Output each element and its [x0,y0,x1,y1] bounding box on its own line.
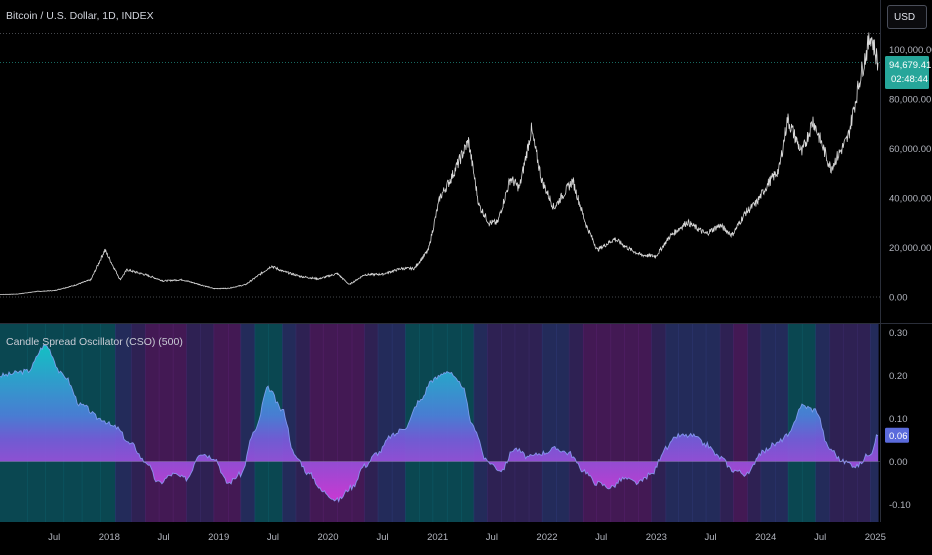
background-stripe [719,324,734,522]
oscillator-last-badge [885,427,909,443]
time-tick-label: 2020 [317,532,338,543]
background-stripe [568,324,584,522]
time-tick-label: 2021 [427,532,448,543]
background-stripe [747,324,762,522]
oscillator-tick-label: -0.10 [889,500,911,511]
oscillator-series [0,344,880,503]
background-stripe [623,324,639,522]
time-tick-label: 2018 [99,532,120,543]
background-stripe [172,324,187,522]
background-stripe [842,324,858,522]
background-stripe [733,324,748,522]
background-stripe [528,324,543,522]
price-tick-label: 60,000.00 [889,144,931,155]
background-stripe [651,324,667,522]
background-stripe [377,324,393,522]
price-axis: 0.00 20,000.00 40,000.00 60,000.00 80,000.00… [885,45,932,304]
price-tick-label: 0.00 [889,293,908,304]
countdown-label: 02:48:44 [891,74,928,85]
background-stripe [829,324,844,522]
background-stripe [665,324,679,522]
time-tick-label: Jul [704,532,716,543]
background-stripe [556,324,570,522]
background-stripe [870,324,879,522]
time-tick-label: Jul [486,532,498,543]
background-stripe [391,324,406,522]
background-stripe [760,324,776,522]
price-tick-label: 80,000.00 [889,95,931,106]
time-tick-label: Jul [814,532,826,543]
price-chart-title: Bitcoin / U.S. Dollar, 1D, INDEX [6,10,154,22]
background-stripe [282,324,297,522]
background-stripe [131,324,146,522]
price-tick-label: 100,000.00 [889,45,932,56]
time-tick-label: Jul [48,532,60,543]
background-stripe [158,324,174,522]
time-tick-label: 2025 [865,532,886,543]
background-stripe [638,324,652,522]
background-stripe [213,324,229,522]
oscillator-last-value: 0.06 [889,431,908,442]
background-stripe [115,324,132,522]
background-stripe [473,324,488,522]
currency-button[interactable]: USD [887,5,927,29]
background-stripe [774,324,789,522]
background-stripe [596,324,612,522]
time-tick-label: 2019 [208,532,229,543]
oscillator-line [0,344,879,503]
oscillator-tick-label: 0.00 [889,457,908,468]
price-line [0,32,879,296]
background-stripe [514,324,530,522]
last-price-badge [885,56,929,89]
time-tick-label: 2022 [536,532,557,543]
time-tick-label: Jul [157,532,169,543]
price-series [0,32,879,296]
background-stripe [309,324,324,522]
background-stripe [815,324,831,522]
oscillator-title: Candle Spread Oscillator (CSO) (500) [6,336,183,348]
background-stripe [692,324,707,522]
price-guide-lines [0,33,880,298]
background-stripe [487,324,502,522]
background-stripe [200,324,215,522]
background-stripe [705,324,721,522]
last-price-label: 94,679.41 [889,60,931,71]
oscillator-area [0,344,878,502]
time-tick-label: 2024 [755,532,776,543]
background-stripe [501,324,516,522]
background-stripe [295,324,311,522]
oscillator-tick-label: 0.20 [889,371,908,382]
oscillator-axis: -0.10 0.00 0.10 0.20 0.30 0.06 [885,328,911,511]
background-stripe [364,324,379,522]
background-stripe [351,324,365,522]
background-stripe [678,324,693,522]
oscillator-tick-label: 0.30 [889,328,908,339]
background-stripe [610,324,625,522]
time-tick-label: Jul [376,532,388,543]
time-axis: Jul 2018 Jul 2019 Jul 2020 Jul 2021 Jul 2022 Jul 20… [48,532,886,543]
time-tick-label: Jul [595,532,607,543]
background-stripe [541,324,557,522]
background-stripe [857,324,871,522]
time-tick-label: 2023 [646,532,667,543]
oscillator-tick-label: 0.10 [889,414,908,425]
price-tick-label: 20,000.00 [889,243,931,254]
background-stripe [227,324,242,522]
background-stripe [145,324,160,522]
price-tick-label: 40,000.00 [889,194,931,205]
time-tick-label: Jul [267,532,279,543]
background-stripe [582,324,598,522]
background-stripe [186,324,202,522]
background-stripe [240,324,256,522]
